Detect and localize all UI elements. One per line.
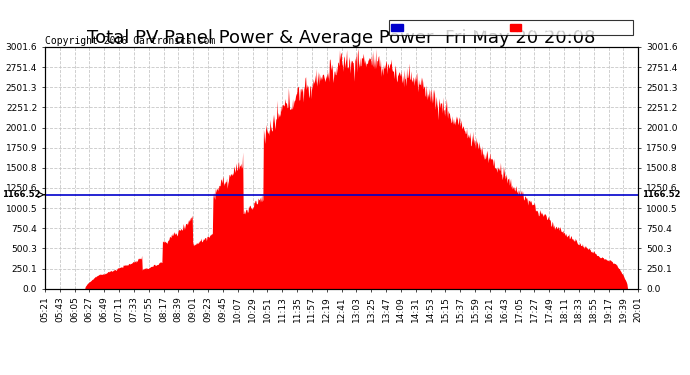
Text: 1166.52: 1166.52 — [2, 190, 41, 199]
Title: Total PV Panel Power & Average Power  Fri May 20 20:08: Total PV Panel Power & Average Power Fri… — [88, 29, 595, 47]
Text: Copyright 2016 Cartronics.com: Copyright 2016 Cartronics.com — [45, 36, 215, 46]
Text: 1166.52: 1166.52 — [642, 190, 681, 199]
Legend: Average  (DC Watts), PV Panels  (DC Watts): Average (DC Watts), PV Panels (DC Watts) — [388, 20, 633, 35]
